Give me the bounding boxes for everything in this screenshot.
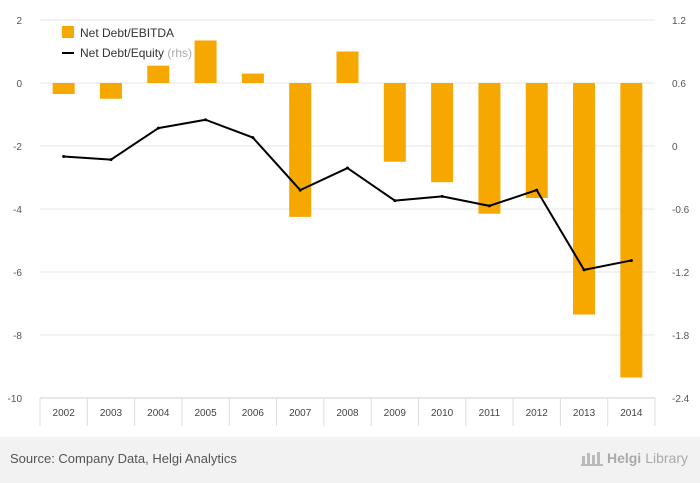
bar-2002: [52, 83, 75, 95]
y-right-tick-label: -0.6: [672, 205, 690, 216]
bar-2004: [147, 65, 170, 83]
x-tick-label: 2006: [242, 408, 265, 419]
combo-chart: 2 0 -2 -4 -6 -8 -10 1.2 0.6 0 -0.6 -1.2 -1.8 -2.4 2002…: [8, 16, 690, 426]
x-tick-label: 2002: [53, 408, 76, 419]
y-right-tick-label: 1.2: [672, 16, 686, 27]
brand-name-light: Library: [645, 450, 688, 466]
x-tick-label: 2008: [336, 408, 359, 419]
x-tick-label: 2004: [147, 408, 170, 419]
y-right-tick-label: 0.6: [672, 79, 686, 90]
x-tick-label: 2010: [431, 408, 454, 419]
y-left-tick-label: 0: [16, 79, 22, 90]
x-tick-label: 2012: [526, 408, 549, 419]
y-left-tick-label: -4: [13, 205, 22, 216]
line-point-2013: [582, 268, 586, 272]
line-point-2009: [393, 199, 397, 203]
brand-name-bold: Helgi: [606, 450, 642, 466]
bar-2011: [478, 83, 501, 214]
x-tick-label: 2009: [384, 408, 407, 419]
y-left-tick-label: -2: [13, 142, 22, 153]
line-point-2002: [62, 155, 66, 158]
y-left-tick-label: -10: [8, 394, 23, 405]
x-tick-label: 2003: [100, 408, 123, 419]
legend-label-net-debt-equity: Net Debt/Equity (rhs): [80, 46, 192, 60]
x-tick-label: 2014: [620, 408, 643, 419]
bar-2013: [573, 83, 596, 315]
line-point-2006: [251, 136, 255, 140]
line-point-2012: [535, 188, 539, 192]
bar-2007: [289, 83, 312, 217]
bar-2012: [525, 83, 548, 198]
helgi-library-logo[interactable]: Helgi Library: [580, 450, 688, 466]
legend-label-net-debt-ebitda: Net Debt/EBITDA: [80, 26, 174, 40]
legend-rhs-suffix: (rhs): [167, 46, 192, 60]
x-tick-label: 2013: [573, 408, 596, 419]
line-point-2007: [298, 188, 302, 192]
bar-2006: [241, 73, 264, 83]
bar-2008: [336, 51, 359, 83]
line-point-2008: [346, 166, 349, 170]
y-left-tick-label: -6: [13, 268, 22, 279]
footer-bar: Source: Company Data, Helgi Analytics He…: [0, 437, 700, 483]
line-point-2010: [440, 194, 444, 198]
x-tick-label: 2011: [479, 408, 501, 419]
legend-swatch-bar: [62, 26, 74, 38]
y-right-tick-label: -1.2: [672, 268, 690, 279]
y-right-tick-label: -1.8: [672, 331, 690, 342]
line-point-2004: [156, 126, 160, 130]
y-right-tick-label: -2.4: [672, 394, 690, 405]
x-tick-label: 2005: [194, 408, 217, 419]
bar-2005: [194, 40, 217, 83]
bar-2014: [620, 83, 643, 378]
x-tick-label: 2007: [289, 408, 312, 419]
building-icon: [580, 452, 603, 466]
line-point-2005: [204, 118, 208, 122]
source-note: Source: Company Data, Helgi Analytics: [10, 451, 237, 466]
y-right-tick-label: 0: [672, 142, 678, 153]
y-left-tick-label: 2: [16, 16, 22, 27]
line-point-2003: [109, 158, 113, 162]
line-point-2011: [487, 204, 491, 208]
bar-2009: [383, 83, 406, 162]
bar-2010: [431, 83, 454, 183]
bar-2003: [99, 83, 122, 99]
line-point-2014: [629, 258, 633, 262]
y-left-tick-label: -8: [13, 331, 22, 342]
